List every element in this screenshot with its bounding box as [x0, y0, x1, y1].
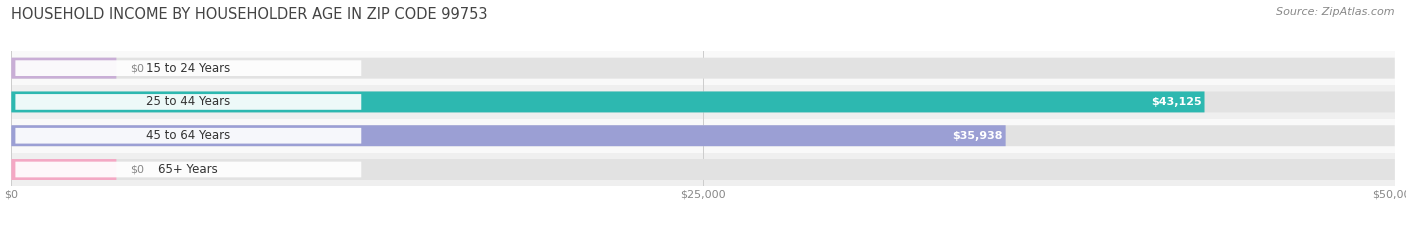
Bar	[11, 153, 1395, 186]
Bar	[11, 119, 1395, 153]
FancyBboxPatch shape	[11, 159, 1395, 180]
Text: $35,938: $35,938	[952, 131, 1002, 141]
Text: 45 to 64 Years: 45 to 64 Years	[146, 129, 231, 142]
FancyBboxPatch shape	[11, 159, 117, 180]
Text: $43,125: $43,125	[1152, 97, 1202, 107]
FancyBboxPatch shape	[15, 60, 361, 76]
FancyBboxPatch shape	[15, 128, 361, 144]
FancyBboxPatch shape	[15, 162, 361, 177]
FancyBboxPatch shape	[11, 125, 1005, 146]
Text: 65+ Years: 65+ Years	[159, 163, 218, 176]
Text: HOUSEHOLD INCOME BY HOUSEHOLDER AGE IN ZIP CODE 99753: HOUSEHOLD INCOME BY HOUSEHOLDER AGE IN Z…	[11, 7, 488, 22]
FancyBboxPatch shape	[11, 125, 1395, 146]
FancyBboxPatch shape	[11, 58, 117, 79]
Text: Source: ZipAtlas.com: Source: ZipAtlas.com	[1277, 7, 1395, 17]
Bar	[11, 85, 1395, 119]
Text: 25 to 44 Years: 25 to 44 Years	[146, 96, 231, 108]
Text: $0: $0	[131, 164, 145, 175]
Text: $0: $0	[131, 63, 145, 73]
FancyBboxPatch shape	[15, 94, 361, 110]
FancyBboxPatch shape	[11, 58, 1395, 79]
Text: 15 to 24 Years: 15 to 24 Years	[146, 62, 231, 75]
Bar	[11, 51, 1395, 85]
FancyBboxPatch shape	[11, 92, 1395, 112]
FancyBboxPatch shape	[11, 92, 1205, 112]
